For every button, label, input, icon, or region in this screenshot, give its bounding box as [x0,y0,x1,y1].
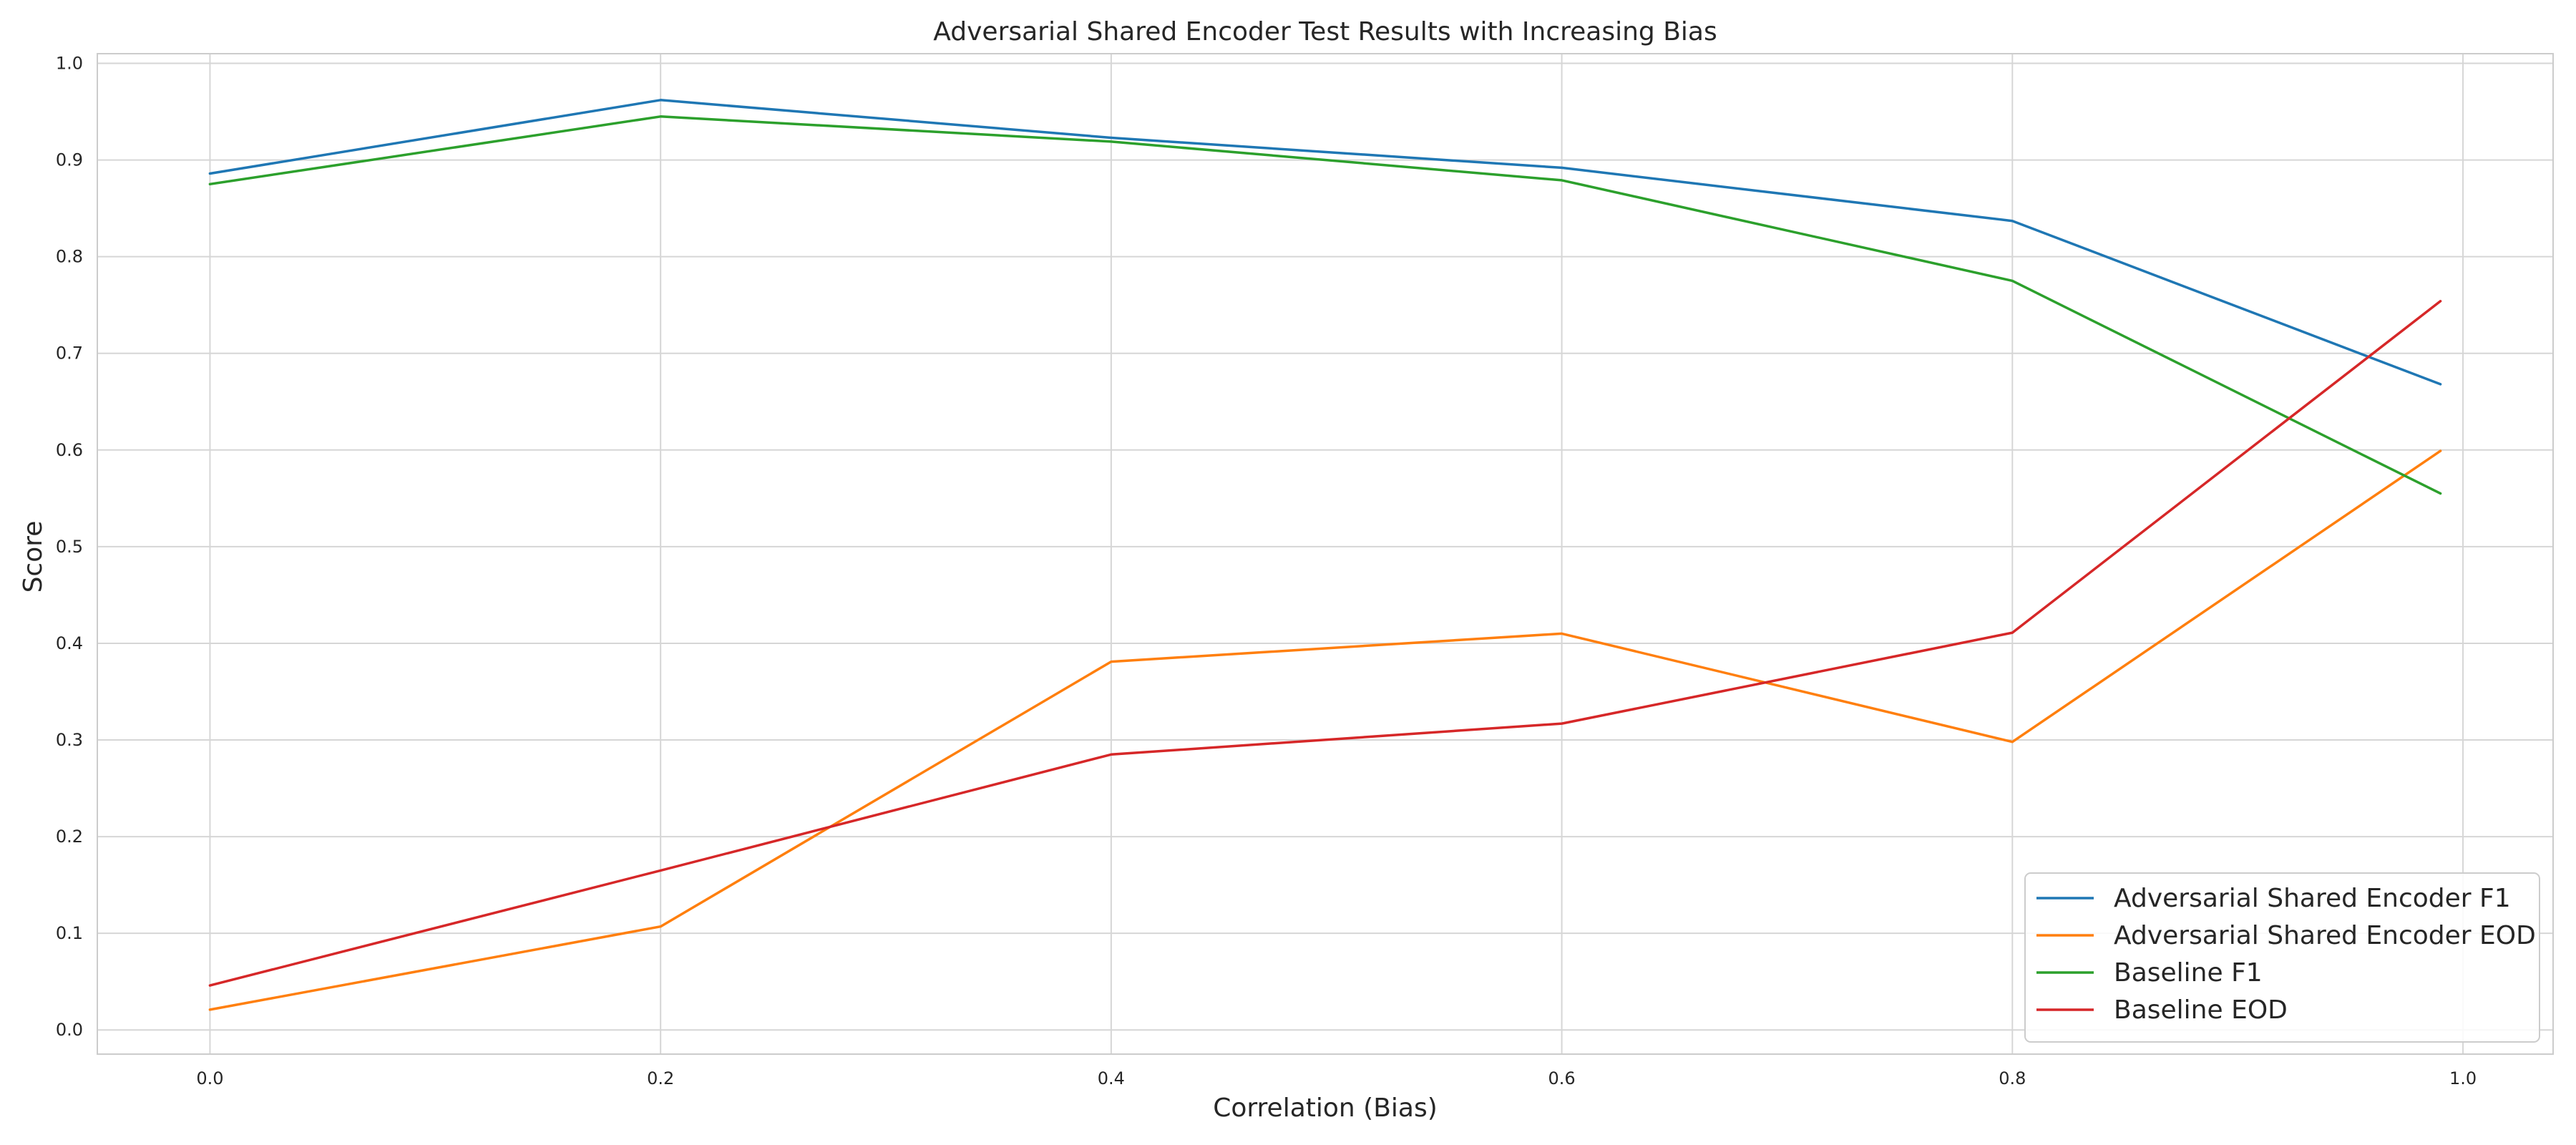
y-tick-label: 0.7 [56,344,83,364]
y-tick-label: 0.0 [56,1020,83,1040]
x-tick-label: 0.2 [647,1068,674,1088]
x-tick-label: 0.4 [1098,1068,1125,1088]
series-lines [208,99,2442,1011]
series-line-2 [208,449,2442,1011]
legend-label: Baseline F1 [2114,958,2263,988]
legend-label: Baseline EOD [2114,995,2288,1025]
legend-label: Adversarial Shared Encoder EOD [2114,921,2536,950]
legend-box [2024,872,2540,1043]
x-tick-labels: 0.0 0.2 0.4 0.6 0.8 1.0 [196,1068,2477,1088]
y-tick-labels: 0.0 0.1 0.2 0.3 0.4 0.5 0.6 0.7 0.8 0.9 1.0 [56,54,83,1041]
x-axis-label: Correlation (Bias) [1213,1093,1438,1123]
y-tick-label: 0.3 [56,730,83,750]
x-tick-label: 0.6 [1548,1068,1576,1088]
legend-label: Adversarial Shared Encoder F1 [2114,884,2511,913]
legend-entries: Adversarial Shared Encoder F1 Adversarial… [2036,884,2536,1025]
y-tick-label: 0.2 [56,827,83,847]
plot-frame [97,53,2554,1055]
series-line-4 [208,300,2442,987]
x-tick-label: 0.0 [196,1068,223,1088]
y-tick-label: 0.1 [56,923,83,943]
y-tick-label: 0.4 [56,633,83,653]
series-line-1 [208,99,2442,386]
legend: Adversarial Shared Encoder F1 Adversarial… [2024,872,2540,1043]
chart-title: Adversarial Shared Encoder Test Results … [933,17,1717,47]
y-axis-label: Score [19,521,48,593]
x-tick-label: 0.8 [1999,1068,2026,1088]
y-tick-label: 0.8 [56,247,83,267]
x-tick-label: 1.0 [2449,1068,2477,1088]
y-tick-label: 0.5 [56,537,83,557]
series-line-3 [208,115,2442,495]
y-tick-label: 0.9 [56,150,83,170]
y-tick-label: 1.0 [56,54,83,74]
y-tick-label: 0.6 [56,440,83,460]
